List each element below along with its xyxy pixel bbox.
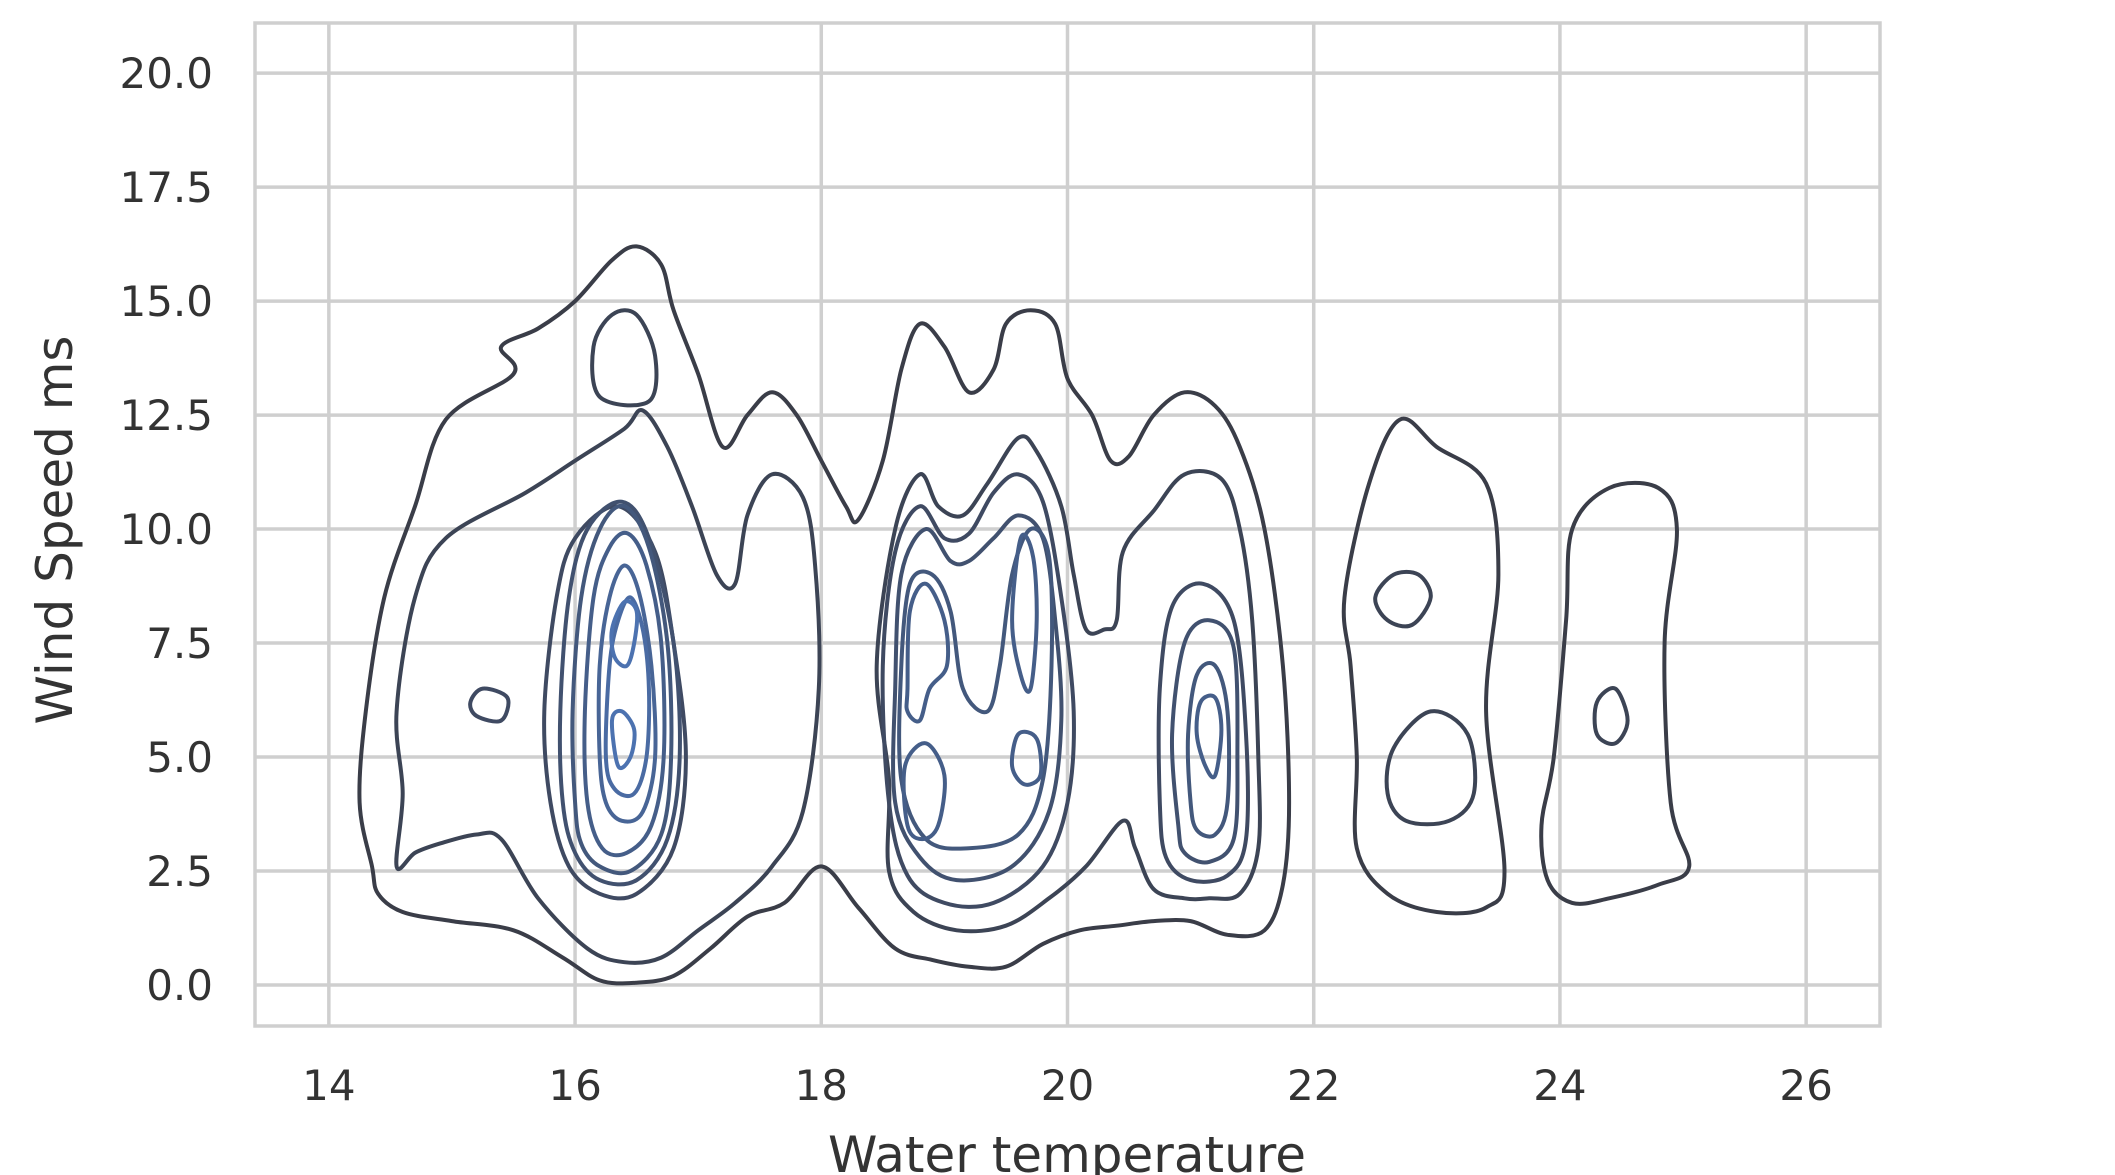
y-tick-label: 12.5 <box>119 391 213 440</box>
contour-level-5 <box>897 526 1055 851</box>
contour-level-6 <box>901 741 947 842</box>
y-gridlines <box>255 71 1880 987</box>
x-tick-label: 16 <box>548 1061 601 1110</box>
contour-level-2 <box>874 434 1262 934</box>
y-tick-label: 0.0 <box>146 961 213 1010</box>
y-axis-label: Wind Speed ms <box>26 336 84 725</box>
x-axis-label: Water temperature <box>828 1126 1306 1175</box>
y-tick-labels: 0.0 2.5 5.0 7.5 10.0 12.5 15.0 17.5 20.0 <box>119 49 213 1010</box>
contour-level-4 <box>891 513 1064 883</box>
contour-level-5 <box>570 503 674 876</box>
contour-level-1 <box>1539 480 1692 906</box>
contour-level-4 <box>557 499 682 887</box>
contour-level-6 <box>582 530 667 858</box>
contour-level-6 <box>1194 693 1224 780</box>
contour-level-9 <box>609 708 637 771</box>
contour-level-6 <box>1009 729 1044 787</box>
y-tick-label: 2.5 <box>146 847 213 896</box>
contour-level-3 <box>468 686 511 724</box>
contour-level-2 <box>1384 709 1478 827</box>
y-tick-label: 10.0 <box>119 505 213 554</box>
contour-level-1 <box>1341 416 1507 916</box>
contour-level-9 <box>609 599 640 669</box>
contour-level-3 <box>880 472 1076 909</box>
contour-lines <box>357 244 1692 986</box>
contour-level-2 <box>1373 569 1433 629</box>
x-tick-label: 18 <box>795 1061 848 1110</box>
x-tick-labels: 14 16 18 20 22 24 26 <box>302 1061 1833 1110</box>
y-tick-label: 15.0 <box>119 277 213 326</box>
contour-level-6 <box>1010 532 1039 694</box>
contour-level-2 <box>1592 686 1630 746</box>
x-tick-label: 22 <box>1287 1061 1340 1110</box>
contour-level-5 <box>1185 661 1232 839</box>
contour-level-4 <box>1169 618 1240 865</box>
x-tick-label: 24 <box>1533 1061 1586 1110</box>
contour-level-7 <box>596 563 658 824</box>
y-tick-label: 7.5 <box>146 619 213 668</box>
x-tick-label: 20 <box>1041 1061 1094 1110</box>
contour-level-6 <box>904 581 951 724</box>
x-tick-label: 26 <box>1779 1061 1832 1110</box>
y-tick-label: 17.5 <box>119 163 213 212</box>
x-gridlines <box>327 23 1808 1026</box>
contour-level-1 <box>357 244 1292 986</box>
y-tick-label: 20.0 <box>119 49 213 98</box>
y-tick-label: 5.0 <box>146 733 213 782</box>
contour-level-3 <box>1156 581 1250 884</box>
contour-level-2 <box>394 408 822 965</box>
contour-level-2 <box>590 308 659 408</box>
x-tick-label: 14 <box>302 1061 355 1110</box>
